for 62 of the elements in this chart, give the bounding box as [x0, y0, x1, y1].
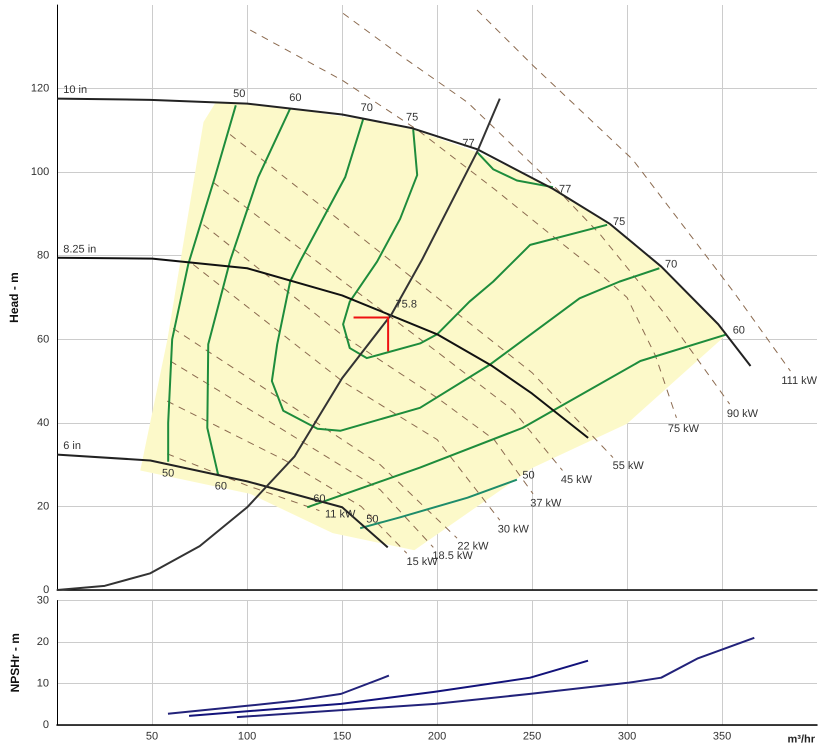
line-series — [56, 454, 389, 548]
annotation: 8.25 in — [63, 243, 96, 256]
line-series — [250, 30, 677, 418]
x-tick-label: 50 — [146, 730, 158, 742]
annotation: 10 in — [63, 84, 88, 96]
annotation: 15 kW — [406, 556, 438, 568]
annotation: 111 kW — [781, 374, 818, 387]
annotation: 45 kW — [560, 474, 593, 486]
annotation: 75 kW — [668, 423, 700, 436]
y-tick-label: 80 — [37, 250, 50, 262]
x-tick-label: 100 — [238, 730, 256, 742]
y-tick-label: 40 — [37, 416, 50, 429]
line-series — [166, 674, 390, 715]
line-series — [192, 264, 500, 521]
line-series — [476, 151, 554, 188]
line-series — [342, 128, 608, 360]
line-series — [172, 328, 458, 539]
line-series — [203, 224, 534, 494]
line-series — [56, 256, 590, 439]
annotation: 50 — [522, 470, 535, 482]
x-axis-title: m³/hr — [788, 734, 816, 746]
annotation: 22 kW — [457, 540, 490, 552]
x-tick-label: 200 — [428, 730, 446, 742]
x-tick-label: 150 — [332, 730, 352, 742]
x-tick-label: 250 — [522, 730, 542, 742]
y-axis-title: Head - m — [7, 272, 21, 323]
annotation: 90 kW — [726, 408, 759, 420]
annotation: 6 in — [63, 440, 82, 452]
line-series — [342, 12, 730, 405]
annotation: 60 — [214, 480, 228, 492]
y-tick-label: 60 — [37, 333, 50, 346]
line-series — [476, 10, 791, 372]
line-series — [236, 636, 756, 718]
y-tick-label: 30 — [36, 594, 49, 606]
annotation: 37 kW — [530, 498, 562, 510]
y-tick-label: 0 — [43, 584, 50, 596]
line-series — [167, 104, 237, 463]
y-tick-label: 20 — [36, 636, 49, 648]
annotation: 50 — [366, 514, 378, 526]
annotation: 70 — [360, 102, 373, 114]
annotation: 60 — [732, 324, 745, 337]
line-series — [206, 108, 292, 476]
line-series — [230, 134, 614, 458]
annotation: 70 — [664, 258, 678, 270]
y-axis-title: NPSHr - m — [8, 633, 22, 692]
annotation: 75 — [612, 216, 626, 228]
annotation: 50 — [233, 88, 246, 100]
line-series — [306, 333, 728, 508]
y-tick-label: 100 — [30, 166, 50, 178]
annotation: 50 — [162, 468, 174, 480]
x-tick-label: 300 — [618, 730, 636, 742]
x-tick-label: 350 — [712, 730, 732, 742]
y-tick-label: 10 — [36, 678, 49, 690]
annotation: 77 — [559, 183, 572, 196]
line-series — [188, 660, 590, 717]
y-tick-label: 0 — [42, 719, 49, 731]
y-tick-label: 120 — [30, 82, 50, 95]
annotation: 30 kW — [498, 524, 530, 536]
annotation: 75 — [406, 112, 418, 124]
annotation: 55 kW — [612, 460, 644, 472]
annotation: 60 — [289, 92, 302, 104]
y-tick-label: 20 — [37, 500, 50, 512]
